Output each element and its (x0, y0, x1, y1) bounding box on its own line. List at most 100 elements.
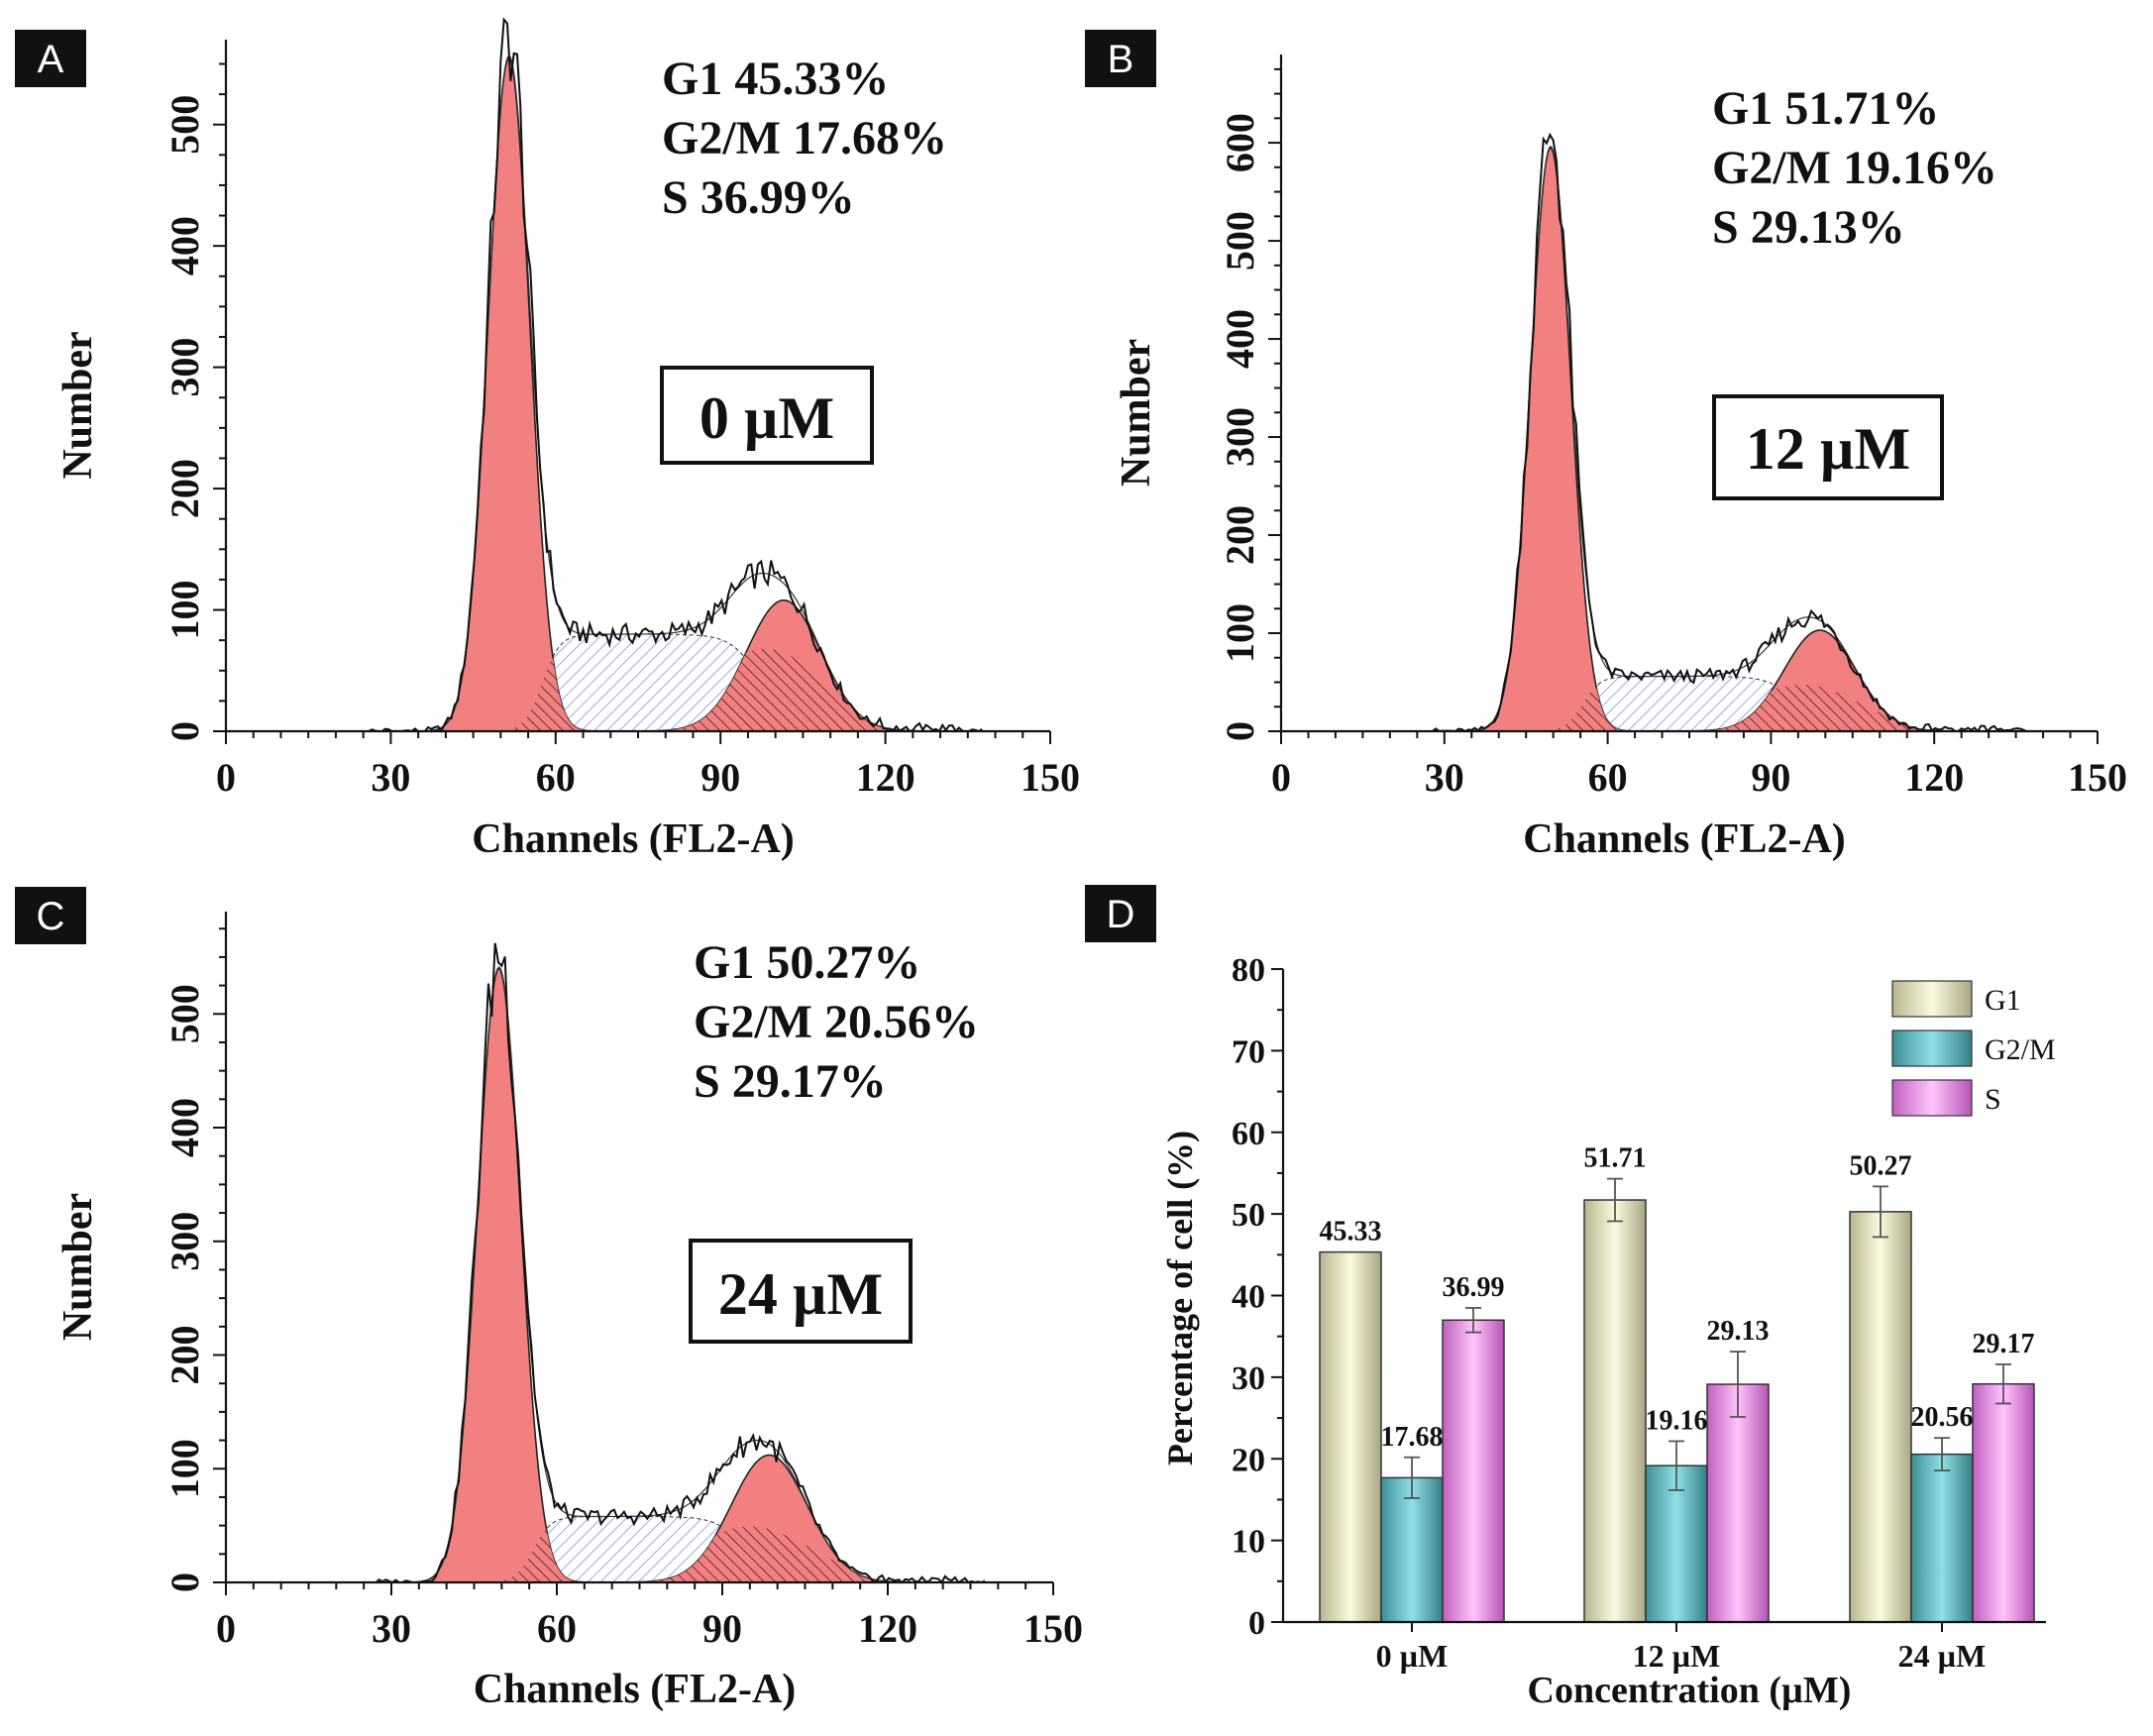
y-tick-label: 500 (162, 984, 207, 1043)
histogram-panel-c: 0 30 60 90 120 150 0 100 200 300 400 500 Channels (F… (15, 887, 1083, 1712)
concentration-label: 24 µM (718, 1261, 883, 1327)
y-tick-label: 500 (1218, 211, 1262, 271)
raw-data-line (368, 17, 983, 733)
y-tick-label: 50 (1232, 1197, 1265, 1234)
g2m-overlap-hatch (1669, 684, 1950, 731)
bar-value-label: 29.13 (1707, 1316, 1770, 1347)
panel-label-box (15, 887, 86, 944)
x-tick-label: 30 (1425, 755, 1464, 800)
raw-data-line (369, 942, 986, 1584)
y-tick-label: 60 (1232, 1116, 1265, 1152)
bar-g1-2 (1849, 1211, 1912, 1623)
phase-stat-text: G2/M 17.68% (662, 112, 947, 164)
legend-swatch-0 (1891, 980, 1973, 1018)
phase-stat-text: S 29.17% (694, 1055, 887, 1108)
concentration-box (660, 366, 874, 465)
x-tick-label: 90 (1751, 755, 1790, 800)
concentration-box (689, 1239, 913, 1344)
x-tick-label: 24 µM (1898, 1638, 1987, 1674)
bar-g1-0 (1319, 1250, 1382, 1623)
panel-label: D (1107, 893, 1135, 936)
y-tick-label: 100 (1218, 603, 1262, 663)
bar-g2m-0 (1380, 1476, 1444, 1623)
y-tick-label: 200 (162, 459, 207, 518)
x-tick-label: 90 (700, 755, 740, 800)
panel-label: A (38, 38, 64, 81)
y-tick-label: 400 (1218, 309, 1262, 369)
bar-value-label: 20.56 (1911, 1402, 1974, 1433)
concentration-box (1712, 394, 1944, 500)
phase-stat-text: G2/M 19.16% (1712, 142, 1997, 194)
bar-value-label: 29.17 (1973, 1329, 2035, 1359)
legend-label: S (1985, 1083, 2001, 1116)
y-tick-label: 80 (1232, 952, 1265, 989)
legend-label: G2/M (1985, 1033, 2056, 1066)
phase-stat-text: G1 51.71% (1712, 82, 1939, 135)
y-tick-label: 100 (162, 581, 207, 640)
phase-stat-text: S 36.99% (662, 171, 855, 224)
y-axis-label: Number (55, 331, 101, 479)
g1-peak (1465, 146, 1635, 732)
bar-s-1 (1706, 1383, 1770, 1623)
bar-s-0 (1442, 1319, 1505, 1623)
y-tick-label: 70 (1232, 1033, 1265, 1070)
panel-label: B (1108, 38, 1134, 81)
x-axis-label: Concentration (µM) (1528, 1670, 1852, 1711)
bar-g1-1 (1583, 1199, 1647, 1623)
x-axis-label: Channels (FL2-A) (474, 1667, 797, 1712)
x-tick-label: 90 (702, 1606, 742, 1651)
phase-stat-text: G1 50.27% (694, 936, 920, 989)
g2m-overlap-hatch (608, 1526, 907, 1582)
y-tick-label: 20 (1232, 1442, 1265, 1478)
bar-chart-panel-d: 45.33 17.68 36.99 0 µM 51.71 19.16 29.13 12 µM 5… (1085, 885, 2056, 1711)
phase-stat-text: G2/M 20.56% (694, 996, 979, 1048)
g2m-overlap-hatch (626, 648, 918, 731)
bar-g2m-2 (1910, 1453, 1974, 1623)
x-axis-label: Channels (FL2-A) (1523, 816, 1846, 862)
panel-label: C (37, 895, 65, 938)
y-tick-label: 600 (1218, 113, 1262, 172)
bar-s-2 (1972, 1382, 2035, 1623)
concentration-label: 0 µM (700, 385, 834, 451)
g1-overlap-hatch (1550, 687, 1636, 731)
x-axis-label: Channels (FL2-A) (472, 816, 795, 862)
x-tick-label: 30 (371, 755, 410, 800)
x-tick-label: 30 (372, 1606, 411, 1651)
x-tick-label: 60 (537, 1606, 577, 1651)
y-tick-label: 0 (1248, 1605, 1265, 1642)
panel-label-box (1085, 885, 1156, 942)
bar-g2m-1 (1645, 1465, 1708, 1623)
legend-swatch-2 (1891, 1079, 1973, 1117)
bar-value-label: 51.71 (1584, 1143, 1647, 1174)
y-tick-label: 30 (1232, 1360, 1265, 1397)
panel-label-box (1085, 30, 1156, 87)
y-tick-label: 300 (162, 338, 207, 397)
bar-value-label: 36.99 (1443, 1272, 1505, 1303)
x-tick-label: 0 (216, 755, 236, 800)
legend-label: G1 (1985, 984, 2021, 1017)
x-tick-label: 120 (856, 755, 915, 800)
histogram-panel-b: 0 30 60 90 120 150 0 100 200 300 400 500 600 Channels… (1085, 30, 2127, 862)
histogram-panel-a: 0 30 60 90 120 150 0 100 200 300 400 500 Channels (F… (15, 17, 1080, 862)
g1-overlap-hatch (498, 1529, 590, 1582)
concentration-label: 12 µM (1746, 416, 1910, 482)
y-tick-label: 0 (162, 1573, 207, 1592)
y-axis-label: Percentage of cell (%) (1160, 1131, 1200, 1465)
g1-peak (408, 967, 590, 1583)
y-tick-label: 300 (162, 1212, 207, 1271)
g1-overlap-hatch (508, 657, 597, 731)
y-tick-label: 10 (1232, 1524, 1265, 1561)
bar-value-label: 50.27 (1850, 1150, 1912, 1181)
y-axis-label: Number (55, 1193, 101, 1341)
panel-label-box (15, 30, 86, 87)
y-tick-label: 40 (1232, 1279, 1265, 1316)
phase-stat-text: G1 45.33% (662, 53, 889, 105)
y-tick-label: 0 (1218, 721, 1262, 741)
phase-stat-text: S 29.13% (1712, 201, 1905, 254)
x-tick-label: 120 (858, 1606, 917, 1651)
x-tick-label: 0 µM (1376, 1638, 1449, 1674)
x-tick-label: 12 µM (1633, 1638, 1721, 1674)
x-tick-label: 60 (536, 755, 576, 800)
y-tick-label: 300 (1218, 407, 1262, 467)
x-tick-label: 150 (1023, 1606, 1083, 1651)
